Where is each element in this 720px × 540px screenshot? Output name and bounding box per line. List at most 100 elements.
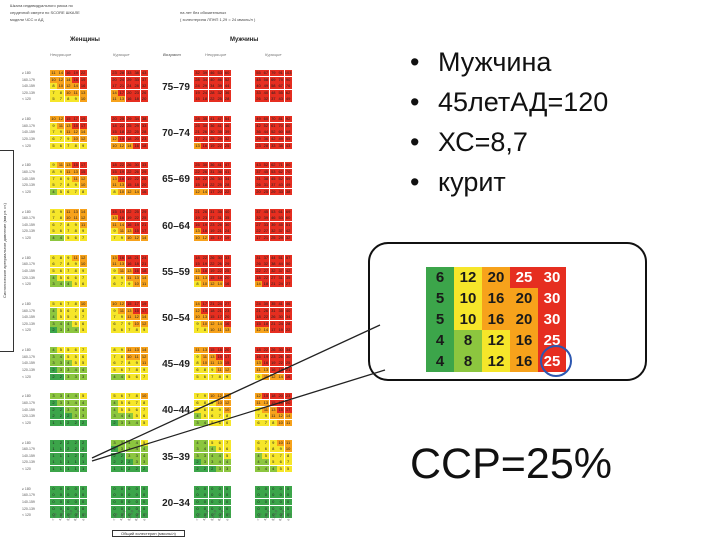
risk-cell: 1 (50, 419, 57, 426)
risk-cell: 22 (125, 169, 133, 175)
risk-cell: 32 (140, 83, 148, 90)
sbp-row-label: < 120 (22, 467, 31, 471)
risk-cell: 15 (125, 301, 133, 307)
risk-cell: 21 (140, 261, 148, 268)
risk-cell: 10 (79, 182, 87, 189)
risk-cell: 39 (269, 221, 277, 228)
zoom-cell: 12 (482, 330, 510, 351)
men-smokers-label: Курящие (265, 52, 282, 57)
risk-cell: 6 (262, 446, 270, 453)
risk-cell: 6 (57, 142, 65, 149)
risk-cell: 28 (223, 182, 231, 189)
risk-cell: 32 (269, 268, 277, 274)
risk-cell: 80 (284, 122, 292, 129)
risk-cell: 0 (140, 512, 148, 519)
risk-cell: 33 (125, 70, 133, 76)
risk-cell: 13 (64, 122, 72, 129)
risk-cell: 14 (140, 314, 148, 321)
risk-cell: 76 (284, 83, 292, 90)
risk-cell: 9 (125, 281, 133, 288)
risk-cell: 52 (223, 76, 231, 83)
risk-cell: 16 (118, 215, 126, 222)
risk-cell: 19 (269, 360, 277, 367)
risk-cell: 18 (216, 274, 224, 281)
risk-cell: 0 (125, 492, 133, 499)
risk-cell: 1 (57, 466, 65, 472)
risk-cell: 17 (79, 162, 87, 169)
risk-cell: 0 (140, 499, 148, 505)
risk-cell: 24 (118, 76, 126, 83)
risk-cell: 15 (118, 136, 126, 142)
risk-cell: 13 (255, 360, 262, 367)
risk-cell: 12 (140, 320, 148, 327)
risk-cell: 25 (194, 162, 201, 169)
risk-cell: 13 (223, 393, 231, 400)
zoom-cell: 4 (426, 330, 454, 351)
age-label-4: 55–59 (162, 266, 190, 278)
risk-cell: 24 (194, 83, 201, 90)
risk-cell: 5 (50, 182, 57, 189)
risk-cell: 18 (133, 96, 141, 103)
risk-cell: 3 (201, 459, 209, 466)
sbp-row-label: ≥ 180 (22, 486, 31, 491)
risk-cell: 2 (50, 367, 57, 373)
risk-cell: 8 (57, 254, 65, 261)
sbp-row-label: ≥ 180 (22, 163, 31, 168)
risk-cell: 8 (50, 83, 57, 90)
risk-cell: 3 (57, 327, 65, 334)
risk-cell: 13 (118, 182, 126, 189)
risk-cell: 10 (79, 301, 87, 307)
risk-cell: 6 (57, 268, 65, 274)
risk-cell: 8 (57, 175, 65, 182)
risk-cell: 3 (64, 367, 72, 373)
risk-cell: 3 (79, 373, 87, 380)
risk-cell: 27 (262, 228, 270, 235)
risk-cell: 41 (277, 301, 285, 307)
risk-cell: 29 (255, 136, 262, 142)
risk-cell: 47 (216, 116, 224, 123)
sbp-row-label: 160-179 (22, 354, 35, 359)
risk-cell: 41 (208, 116, 216, 123)
risk-cell: 2 (57, 413, 65, 420)
risk-cell: 46 (284, 301, 292, 307)
risk-cell: 49 (262, 83, 270, 90)
risk-cell: 28 (194, 76, 201, 83)
risk-cell: 48 (269, 89, 277, 96)
risk-cell: 6 (194, 367, 201, 373)
risk-cell: 5 (125, 373, 133, 380)
risk-cell: 19 (208, 268, 216, 274)
risk-cell: 7 (57, 261, 65, 268)
risk-cell: 34 (284, 314, 292, 321)
risk-cell: 7 (118, 360, 126, 367)
risk-cell: 5 (111, 327, 118, 334)
risk-cell: 8 (64, 221, 72, 228)
risk-cell: 0 (208, 485, 216, 492)
risk-cell: 7 (262, 439, 270, 446)
risk-cell: 19 (208, 142, 216, 149)
risk-cell: 8 (133, 393, 141, 400)
risk-cell: 49 (277, 136, 285, 142)
risk-cell: 9 (140, 367, 148, 373)
risk-cell: 35 (201, 116, 209, 123)
risk-cell: 2 (79, 419, 87, 426)
risk-cell: 23 (255, 142, 262, 149)
risk-cell: 0 (194, 505, 201, 512)
risk-cell: 19 (125, 175, 133, 182)
risk-cell: 43 (284, 142, 292, 149)
risk-cell: 55 (277, 89, 285, 96)
risk-cell: 0 (125, 512, 133, 519)
risk-cell: 15 (255, 320, 262, 327)
risk-cell: 23 (133, 89, 141, 96)
risk-cell: 13 (111, 215, 118, 222)
risk-cell: 31 (269, 307, 277, 314)
risk-cell: 3 (111, 439, 118, 446)
risk-cell: 37 (277, 268, 285, 274)
risk-cell: 0 (79, 499, 87, 505)
sbp-row-label: 160-179 (22, 401, 35, 405)
sbp-row-label: 120-139 (22, 368, 35, 372)
sbp-row-label: 160-179 (22, 216, 35, 221)
risk-cell: 3 (194, 446, 201, 453)
risk-cell: 14 (140, 347, 148, 354)
risk-cell: 11 (111, 96, 118, 103)
risk-cell: 11 (64, 169, 72, 175)
